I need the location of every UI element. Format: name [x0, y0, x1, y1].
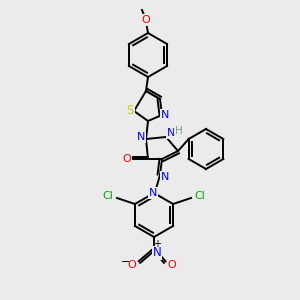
Text: N: N [167, 128, 175, 138]
Text: N: N [149, 188, 157, 198]
Text: O: O [128, 260, 136, 270]
Text: O: O [168, 260, 176, 270]
Text: N: N [153, 247, 161, 260]
Text: N: N [161, 172, 169, 182]
Text: +: + [153, 239, 161, 249]
Text: Cl: Cl [195, 191, 206, 201]
Text: N: N [161, 110, 169, 120]
Text: H: H [175, 126, 183, 136]
Text: S: S [126, 104, 134, 118]
Text: Cl: Cl [103, 191, 113, 201]
Text: O: O [142, 15, 150, 25]
Text: −: − [121, 257, 131, 267]
Text: O: O [123, 154, 131, 164]
Text: N: N [137, 132, 145, 142]
